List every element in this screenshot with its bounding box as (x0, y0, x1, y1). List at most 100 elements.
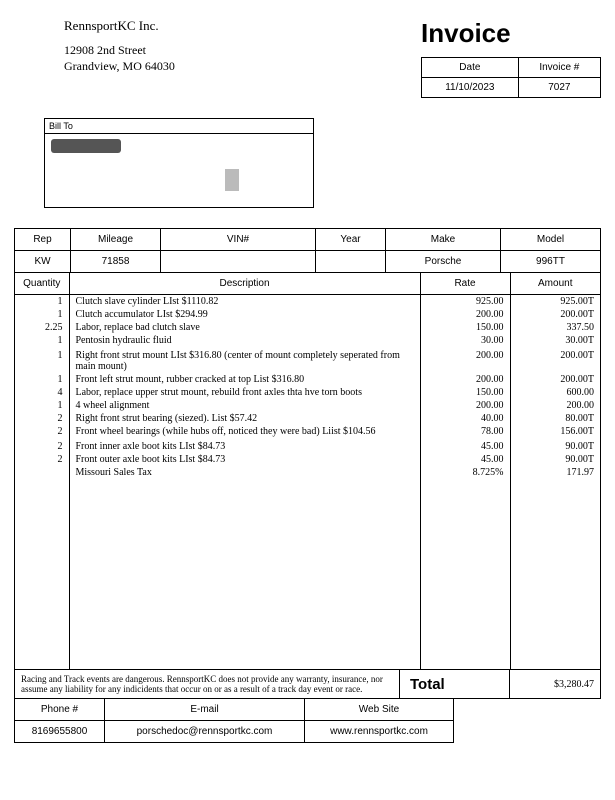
line-qty: 1 (15, 373, 69, 386)
invoice-title: Invoice (421, 18, 601, 49)
line-desc: Clutch accumulator LIst $294.99 (69, 308, 420, 321)
header: RennsportKC Inc. 12908 2nd Street Grandv… (14, 18, 601, 98)
line-item: 4Labor, replace upper strut mount, rebui… (15, 386, 600, 399)
vh-model: 996TT (501, 251, 601, 273)
line-item: 1Front left strut mount, rubber cracked … (15, 373, 600, 386)
line-amount: 30.00T (510, 334, 600, 347)
line-desc: Front left strut mount, rubber cracked a… (69, 373, 420, 386)
line-desc: Clutch slave cylinder LIst $1110.82 (69, 295, 420, 309)
line-rate: 40.00 (420, 412, 510, 425)
line-item: 2.25Labor, replace bad clutch slave150.0… (15, 321, 600, 334)
redacted-mark (225, 169, 239, 191)
line-rate: 45.00 (420, 440, 510, 453)
line-item: 2Front inner axle boot kits LIst $84.734… (15, 440, 600, 453)
ct-web-h: Web Site (305, 699, 454, 721)
line-desc: 4 wheel alignment (69, 399, 420, 412)
line-qty: 2 (15, 412, 69, 425)
vehicle-table: Rep Mileage VIN# Year Make Model KW 7185… (14, 228, 601, 273)
line-amount: 200.00T (510, 308, 600, 321)
line-amount: 156.00T (510, 425, 600, 438)
disclaimer: Racing and Track events are dangerous. R… (15, 670, 400, 698)
line-qty: 1 (15, 295, 69, 309)
vh-rep-h: Rep (15, 229, 71, 251)
line-item: Missouri Sales Tax8.725%171.97 (15, 466, 600, 479)
line-rate: 150.00 (420, 386, 510, 399)
footer-row: Racing and Track events are dangerous. R… (14, 670, 601, 699)
line-amount: 337.50 (510, 321, 600, 334)
vh-rep: KW (15, 251, 71, 273)
meta-table: Date Invoice # 11/10/2023 7027 (421, 57, 601, 98)
line-rate: 200.00 (420, 349, 510, 373)
line-qty: 2 (15, 440, 69, 453)
vh-vin-h: VIN# (161, 229, 316, 251)
line-rate: 45.00 (420, 453, 510, 466)
vh-mileage-h: Mileage (71, 229, 161, 251)
company-name: RennsportKC Inc. (64, 18, 175, 34)
ct-email-h: E-mail (105, 699, 305, 721)
line-desc: Front outer axle boot kits LIst $84.73 (69, 453, 420, 466)
line-amount: 200.00 (510, 399, 600, 412)
line-qty: 4 (15, 386, 69, 399)
billto-box: Bill To (44, 118, 314, 208)
contact-table: Phone # E-mail Web Site 8169655800 porsc… (14, 699, 454, 743)
ih-rate: Rate (420, 273, 510, 295)
vh-make-h: Make (386, 229, 501, 251)
company-citystate: Grandview, MO 64030 (64, 58, 175, 74)
meta-invno-label: Invoice # (518, 58, 600, 78)
line-desc: Missouri Sales Tax (69, 466, 420, 479)
line-item: 2Front wheel bearings (while hubs off, n… (15, 425, 600, 438)
items-wrap: Quantity Description Rate Amount 1Clutch… (14, 273, 601, 670)
redacted-name (51, 139, 121, 153)
filler-row (15, 479, 600, 669)
line-qty: 2 (15, 453, 69, 466)
vh-model-h: Model (501, 229, 601, 251)
meta-date-label: Date (422, 58, 519, 78)
meta-date: 11/10/2023 (422, 78, 519, 98)
line-rate: 8.725% (420, 466, 510, 479)
line-amount: 171.97 (510, 466, 600, 479)
line-qty: 1 (15, 399, 69, 412)
line-desc: Front wheel bearings (while hubs off, no… (69, 425, 420, 438)
line-qty: 2 (15, 425, 69, 438)
vh-vin (161, 251, 316, 273)
total-label: Total (400, 670, 510, 698)
line-rate: 78.00 (420, 425, 510, 438)
meta-invno: 7027 (518, 78, 600, 98)
line-desc: Labor, replace bad clutch slave (69, 321, 420, 334)
line-rate: 150.00 (420, 321, 510, 334)
line-item: 1Clutch slave cylinder LIst $1110.82925.… (15, 295, 600, 309)
line-rate: 30.00 (420, 334, 510, 347)
company-street: 12908 2nd Street (64, 42, 175, 58)
line-desc: Front inner axle boot kits LIst $84.73 (69, 440, 420, 453)
line-rate: 200.00 (420, 308, 510, 321)
line-item: 2Front outer axle boot kits LIst $84.734… (15, 453, 600, 466)
vh-mileage: 71858 (71, 251, 161, 273)
line-item: 14 wheel alignment200.00200.00 (15, 399, 600, 412)
line-item: 1Pentosin hydraulic fluid30.0030.00T (15, 334, 600, 347)
line-amount: 600.00 (510, 386, 600, 399)
line-desc: Right front strut mount LIst $316.80 (ce… (69, 349, 420, 373)
ct-phone-h: Phone # (15, 699, 105, 721)
total-amount: $3,280.47 (510, 670, 600, 698)
line-amount: 80.00T (510, 412, 600, 425)
line-amount: 90.00T (510, 453, 600, 466)
ct-phone: 8169655800 (15, 721, 105, 743)
line-qty: 1 (15, 349, 69, 373)
line-desc: Right front strut bearing (siezed). List… (69, 412, 420, 425)
invoice-right: Invoice Date Invoice # 11/10/2023 7027 (421, 18, 601, 98)
line-amount: 90.00T (510, 440, 600, 453)
vh-make: Porsche (386, 251, 501, 273)
line-qty: 2.25 (15, 321, 69, 334)
ct-web: www.rennsportkc.com (305, 721, 454, 743)
ih-amt: Amount (510, 273, 600, 295)
line-amount: 200.00T (510, 373, 600, 386)
line-rate: 925.00 (420, 295, 510, 309)
ih-desc: Description (69, 273, 420, 295)
line-desc: Pentosin hydraulic fluid (69, 334, 420, 347)
line-item: 1Clutch accumulator LIst $294.99200.0020… (15, 308, 600, 321)
ct-email: porschedoc@rennsportkc.com (105, 721, 305, 743)
line-amount: 925.00T (510, 295, 600, 309)
company-block: RennsportKC Inc. 12908 2nd Street Grandv… (64, 18, 175, 74)
line-qty: 1 (15, 308, 69, 321)
line-item: 1Right front strut mount LIst $316.80 (c… (15, 349, 600, 373)
